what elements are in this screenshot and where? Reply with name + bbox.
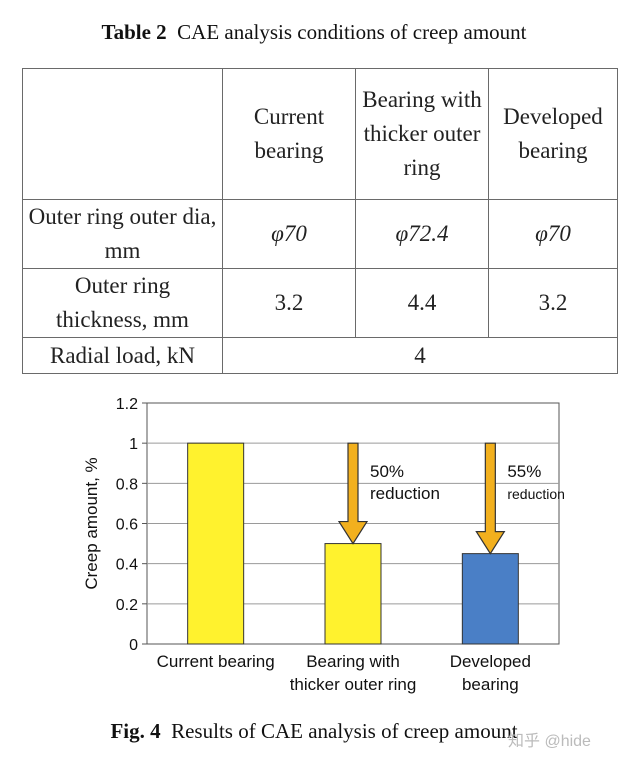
header-cell-current: Current bearing (222, 68, 356, 200)
table-header-row: Current bearing Bearing with thicker out… (22, 68, 618, 200)
figure-number: Fig. 4 (110, 719, 161, 743)
table-row: Outer ring thickness, mm 3.2 4.4 3.2 (22, 268, 618, 338)
reduction-annotation: reduction (507, 486, 565, 502)
x-category-label: thicker outer ring (290, 675, 417, 694)
y-tick-label: 1 (129, 436, 138, 453)
table-row: Outer ring outer dia, mm φ70 φ72.4 φ70 (22, 199, 618, 269)
reduction-annotation: 50% (370, 462, 404, 481)
figure-caption-text: Results of CAE analysis of creep amount (171, 719, 518, 743)
row-label: Outer ring outer dia, mm (22, 199, 223, 269)
bar (324, 543, 382, 645)
table-row: Radial load, kN 4 (22, 337, 618, 374)
y-tick-label: 0 (129, 637, 138, 654)
row-label: Radial load, kN (22, 337, 223, 374)
x-category-label: Current bearing (157, 652, 275, 671)
table-title: Table 2 CAE analysis conditions of creep… (0, 20, 628, 45)
table-cell: φ72.4 (355, 199, 489, 269)
y-tick-label: 1.2 (116, 396, 138, 413)
table-cell: 4 (222, 337, 618, 374)
figure-caption: Fig. 4 Results of CAE analysis of creep … (0, 719, 628, 744)
reduction-arrow (475, 442, 506, 555)
bar (187, 442, 245, 645)
row-label: Outer ring thickness, mm (22, 268, 223, 338)
x-category-label: Developed (450, 652, 531, 671)
reduction-annotation: reduction (370, 484, 440, 503)
y-tick-label: 0.4 (116, 557, 138, 574)
header-cell-developed: Developed bearing (488, 68, 618, 200)
watermark: 知乎 @hide (508, 733, 591, 750)
creep-bar-chart: 0 0.2 0.4 0.6 0.8 1 1.2 Creep amount, % Current … (82, 396, 565, 694)
reduction-arrow (337, 442, 369, 545)
table-number: Table 2 (101, 20, 167, 44)
y-tick-label: 0.2 (116, 597, 138, 614)
x-category-label: Bearing with (306, 652, 400, 671)
conditions-table: Current bearing Bearing with thicker out… (22, 68, 618, 374)
x-category-label: bearing (462, 675, 519, 694)
table-cell: φ70 (222, 199, 356, 269)
y-tick-label: 0.6 (116, 517, 138, 534)
table-cell: 4.4 (355, 268, 489, 338)
table-cell: φ70 (488, 199, 618, 269)
header-cell-thicker: Bearing with thicker outer ring (355, 68, 489, 200)
table-title-text: CAE analysis conditions of creep amount (177, 20, 527, 44)
reduction-annotation: 55% (507, 462, 541, 481)
table-cell: 3.2 (222, 268, 356, 338)
y-axis-label: Creep amount, % (82, 457, 101, 589)
header-cell-empty (22, 68, 223, 200)
bar (461, 553, 519, 645)
table-cell: 3.2 (488, 268, 618, 338)
y-tick-label: 0.8 (116, 476, 138, 493)
